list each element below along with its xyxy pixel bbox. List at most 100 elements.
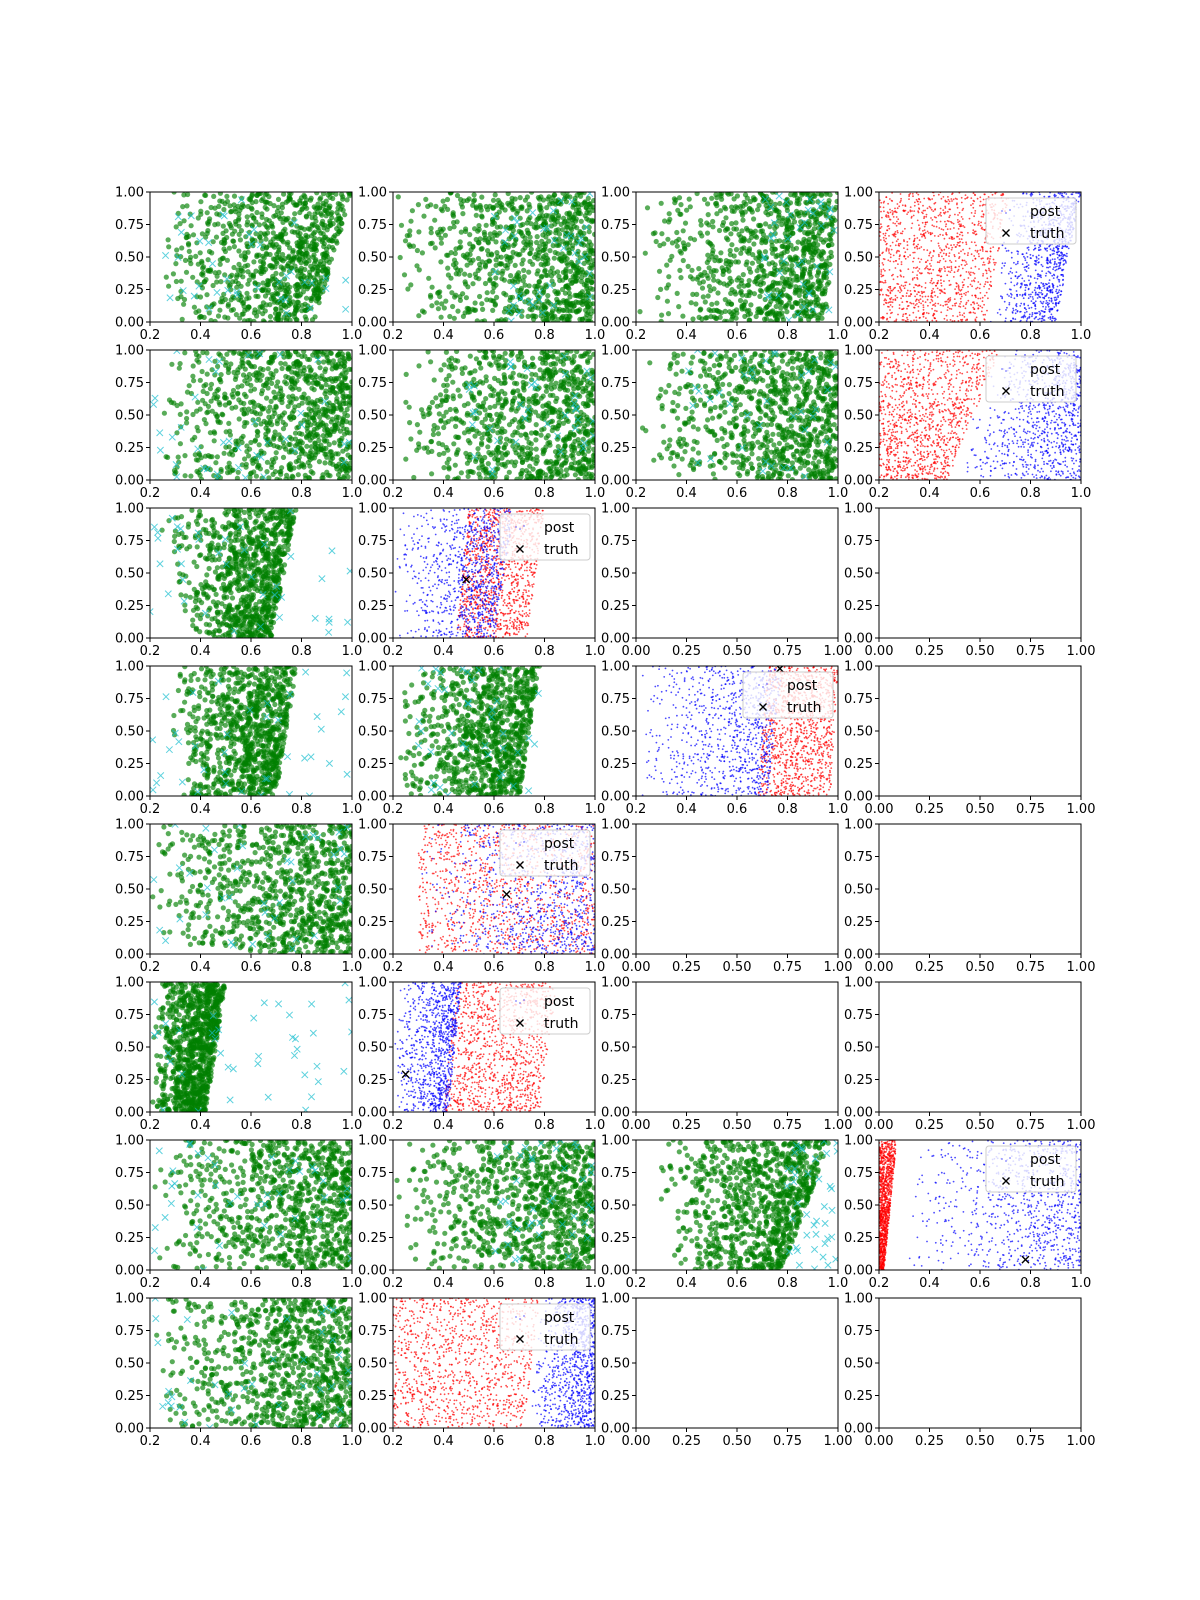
post-red-point [959, 297, 962, 300]
green-point [565, 262, 571, 268]
green-point [501, 309, 507, 315]
green-point [759, 192, 765, 198]
post-red-point [930, 256, 933, 259]
plot-area [150, 350, 352, 480]
post-red-point [983, 241, 986, 244]
green-point [738, 238, 744, 244]
post-red-point [904, 281, 906, 284]
post-red-point [944, 270, 946, 272]
post-red-point [960, 295, 963, 298]
post-red-point [948, 252, 951, 255]
post-red-point [931, 224, 934, 227]
post-red-point [981, 210, 984, 213]
post-red-point [947, 198, 950, 201]
post-red-point [960, 293, 963, 296]
green-point [562, 268, 569, 274]
post-red-point [993, 268, 995, 271]
post-red-point [917, 211, 920, 214]
post-red-point [907, 211, 910, 214]
post-red-point [879, 206, 882, 208]
post-red-point [900, 197, 902, 200]
green-point [729, 242, 735, 248]
post-blue-point [1031, 315, 1033, 318]
post-red-point [916, 293, 918, 296]
green-point [581, 260, 587, 266]
post-blue-point [1063, 263, 1065, 265]
post-blue-point [1042, 315, 1045, 318]
green-point [246, 304, 252, 310]
post-blue-point [1010, 256, 1013, 259]
green-point [467, 272, 473, 278]
green-point [449, 290, 455, 296]
green-point [416, 313, 422, 319]
green-point [586, 217, 592, 223]
cyan-x-marker [767, 203, 775, 211]
post-red-point [886, 216, 888, 218]
green-point [268, 319, 274, 322]
green-point [763, 221, 769, 227]
post-red-point [956, 206, 959, 209]
green-point [193, 309, 199, 315]
green-point [815, 225, 822, 231]
cyan-x-marker [543, 224, 551, 232]
post-red-point [947, 306, 949, 309]
green-point [732, 291, 739, 297]
green-point [706, 222, 712, 228]
green-point [292, 229, 298, 235]
post-blue-point [1031, 296, 1034, 298]
post-red-point [931, 319, 934, 322]
post-red-point [957, 268, 960, 271]
post-red-point [888, 248, 890, 251]
green-point [264, 224, 270, 230]
post-red-point [906, 289, 909, 292]
green-point [591, 251, 595, 257]
post-red-point [932, 255, 934, 257]
green-point [242, 307, 248, 314]
green-point [667, 257, 673, 263]
post-red-point [904, 209, 907, 212]
post-blue-point [1050, 299, 1053, 302]
green-point [460, 291, 466, 297]
post-red-point [912, 214, 915, 217]
post-red-point [906, 305, 909, 307]
post-red-point [900, 297, 902, 300]
green-point [472, 271, 478, 277]
green-point [173, 261, 179, 267]
green-point [288, 222, 295, 228]
post-red-point [958, 211, 961, 214]
post-red-point [917, 198, 920, 200]
green-point [591, 258, 595, 264]
green-point [229, 272, 235, 278]
x-tick-label: 0.8 [1020, 328, 1041, 343]
green-point [752, 233, 758, 239]
post-red-point [967, 271, 970, 273]
x-tick-label: 0.4 [919, 328, 940, 343]
green-point [302, 314, 308, 320]
post-blue-point [1046, 266, 1048, 269]
green-point [299, 308, 305, 314]
post-red-point [880, 271, 883, 273]
green-point [249, 213, 255, 219]
green-point [292, 310, 298, 316]
post-blue-point [1034, 286, 1037, 289]
green-point [404, 233, 410, 239]
cyan-x-marker [799, 280, 807, 288]
post-blue-point [1034, 292, 1037, 294]
green-point [763, 305, 769, 311]
post-blue-point [1031, 291, 1034, 294]
green-point [187, 257, 193, 263]
post-blue-point [1032, 254, 1034, 257]
post-red-point [947, 297, 950, 300]
cyan-x-marker [586, 192, 594, 198]
post-blue-point [1058, 300, 1061, 303]
post-blue-point [1027, 267, 1030, 269]
post-blue-point [1036, 312, 1039, 314]
green-point [684, 207, 690, 213]
post-blue-point [1010, 288, 1012, 291]
green-point [821, 291, 828, 297]
green-point [775, 299, 781, 305]
green-point [299, 284, 305, 290]
green-point [181, 192, 187, 198]
post-red-point [957, 284, 960, 287]
green-point [729, 204, 735, 210]
